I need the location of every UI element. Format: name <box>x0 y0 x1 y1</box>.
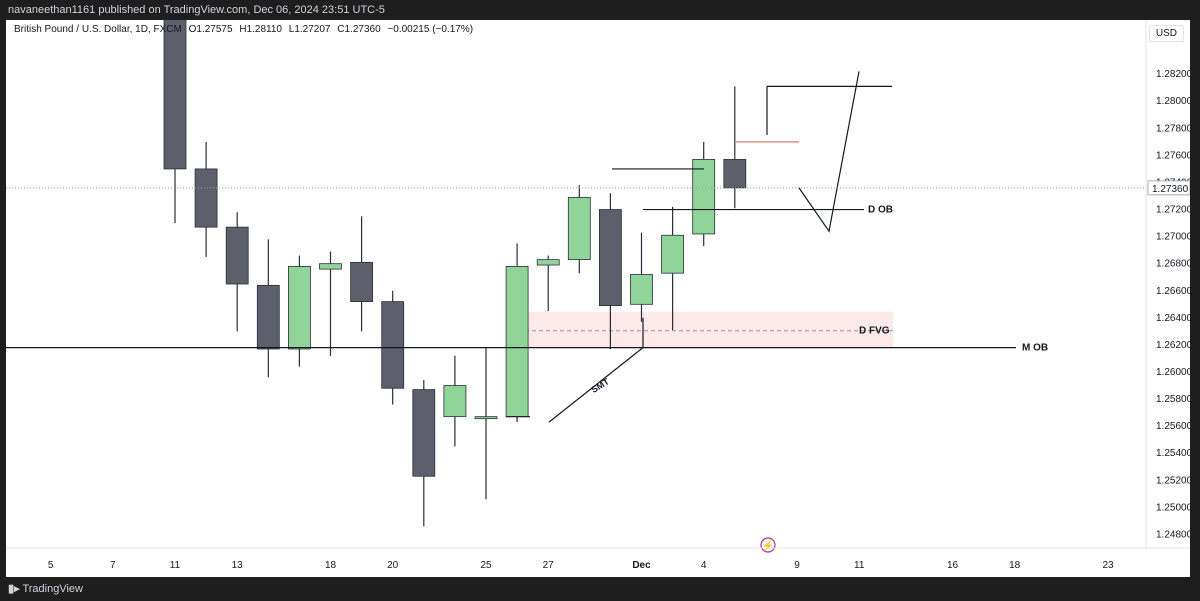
candlestick-chart[interactable]: D OB D FVG M OB SMT ⚡ 1.28200 1.28000 1.27800 1… <box>6 20 1190 577</box>
price-tick-label: 1.27200 <box>1156 205 1190 216</box>
candle-body[interactable] <box>692 159 716 235</box>
open-value: O1.27575 <box>188 24 233 35</box>
time-tick-label: 27 <box>543 560 555 571</box>
lightning-icon-glyph: ⚡ <box>762 539 774 552</box>
price-tick-label: 1.25000 <box>1156 502 1190 513</box>
m-ob-label: M OB <box>1022 343 1048 354</box>
candle-body[interactable] <box>505 265 529 418</box>
price-tick-label: 1.25200 <box>1156 475 1190 486</box>
currency-button[interactable]: USD <box>1148 25 1184 42</box>
time-tick-label: 7 <box>110 560 116 571</box>
candle-body[interactable] <box>443 385 467 418</box>
price-tick-label: 1.27600 <box>1156 150 1190 161</box>
close-value: C1.27360 <box>337 24 381 35</box>
time-tick-label: 13 <box>232 560 244 571</box>
price-tick-label: 1.26400 <box>1156 313 1190 324</box>
projected-path[interactable] <box>798 71 860 233</box>
tradingview-brand: TradingView <box>22 583 83 595</box>
candle-body[interactable] <box>194 168 218 228</box>
price-tick-label: 1.25600 <box>1156 421 1190 432</box>
candle-body[interactable] <box>319 263 342 270</box>
smt-label: SMT <box>589 376 611 395</box>
time-tick-label: 5 <box>48 560 54 571</box>
low-value: L1.27207 <box>288 24 331 35</box>
time-tick-label: 25 <box>480 560 492 571</box>
price-tick-label: 1.27800 <box>1156 123 1190 134</box>
footer-bar: ▮▸ TradingView <box>0 577 1200 601</box>
time-tick-label: Dec <box>632 560 651 571</box>
price-tick-label: 1.24800 <box>1156 529 1190 540</box>
candle-body[interactable] <box>599 209 622 307</box>
d-ob-label: D OB <box>868 205 893 216</box>
fvg-zone[interactable] <box>518 311 893 348</box>
price-tick-label: 1.25400 <box>1156 448 1190 459</box>
time-tick-label: 9 <box>794 560 800 571</box>
symbol-name: British Pound / U.S. Dollar, 1D, FXCM <box>14 24 182 35</box>
candle-body[interactable] <box>567 196 591 261</box>
chart-area[interactable]: D OB D FVG M OB SMT ⚡ 1.28200 1.28000 1.27800 1… <box>6 20 1190 577</box>
publish-line: navaneethan1161 published on TradingView… <box>8 4 385 16</box>
time-tick-label: 11 <box>170 560 181 571</box>
symbol-header: British Pound / U.S. Dollar, 1D, FXCM O1… <box>14 24 477 35</box>
tradingview-logo-icon: ▮▸ <box>8 583 20 595</box>
candle-body[interactable] <box>256 284 280 350</box>
high-value: H1.28110 <box>239 24 282 35</box>
time-tick-label: 18 <box>1009 560 1021 571</box>
candle-body[interactable] <box>536 259 560 266</box>
candle-body[interactable] <box>723 159 747 189</box>
time-tick-label: 23 <box>1102 560 1114 571</box>
price-tick-label: 1.28200 <box>1156 69 1190 80</box>
d-fvg-label: D FVG <box>859 326 890 337</box>
candle-body[interactable] <box>163 20 187 170</box>
time-tick-label: 11 <box>854 560 865 571</box>
publish-bar: navaneethan1161 published on TradingView… <box>0 0 1200 20</box>
price-tick-label: 1.27000 <box>1156 232 1190 243</box>
price-tick-label: 1.26000 <box>1156 367 1190 378</box>
candle-body[interactable] <box>630 274 653 305</box>
change-value: −0.00215 (−0.17%) <box>387 24 474 35</box>
price-tick-label: 1.25800 <box>1156 394 1190 405</box>
smt-trendline[interactable] <box>548 347 644 423</box>
price-tick-label: 1.26800 <box>1156 259 1190 270</box>
price-tick-label: 1.28000 <box>1156 96 1190 107</box>
time-tick-label: 20 <box>387 560 399 571</box>
price-tick-label: 1.26200 <box>1156 340 1190 351</box>
time-tick-label: 18 <box>325 560 337 571</box>
last-price-label: 1.27360 <box>1152 184 1189 195</box>
time-tick-label: 16 <box>947 560 959 571</box>
time-tick-label: 4 <box>701 560 707 571</box>
candle-body[interactable] <box>412 389 436 477</box>
tradingview-logo[interactable]: ▮▸ TradingView <box>8 582 83 595</box>
candle-body[interactable] <box>350 261 374 302</box>
candle-body[interactable] <box>381 301 405 389</box>
lightning-icon[interactable]: ⚡ <box>760 537 776 553</box>
last-price-badge <box>1147 180 1190 196</box>
candle-body[interactable] <box>287 265 311 350</box>
candle-body[interactable] <box>225 226 249 285</box>
candle-body[interactable] <box>661 234 684 274</box>
candle-body[interactable] <box>474 416 498 420</box>
price-tick-label: 1.26600 <box>1156 286 1190 297</box>
